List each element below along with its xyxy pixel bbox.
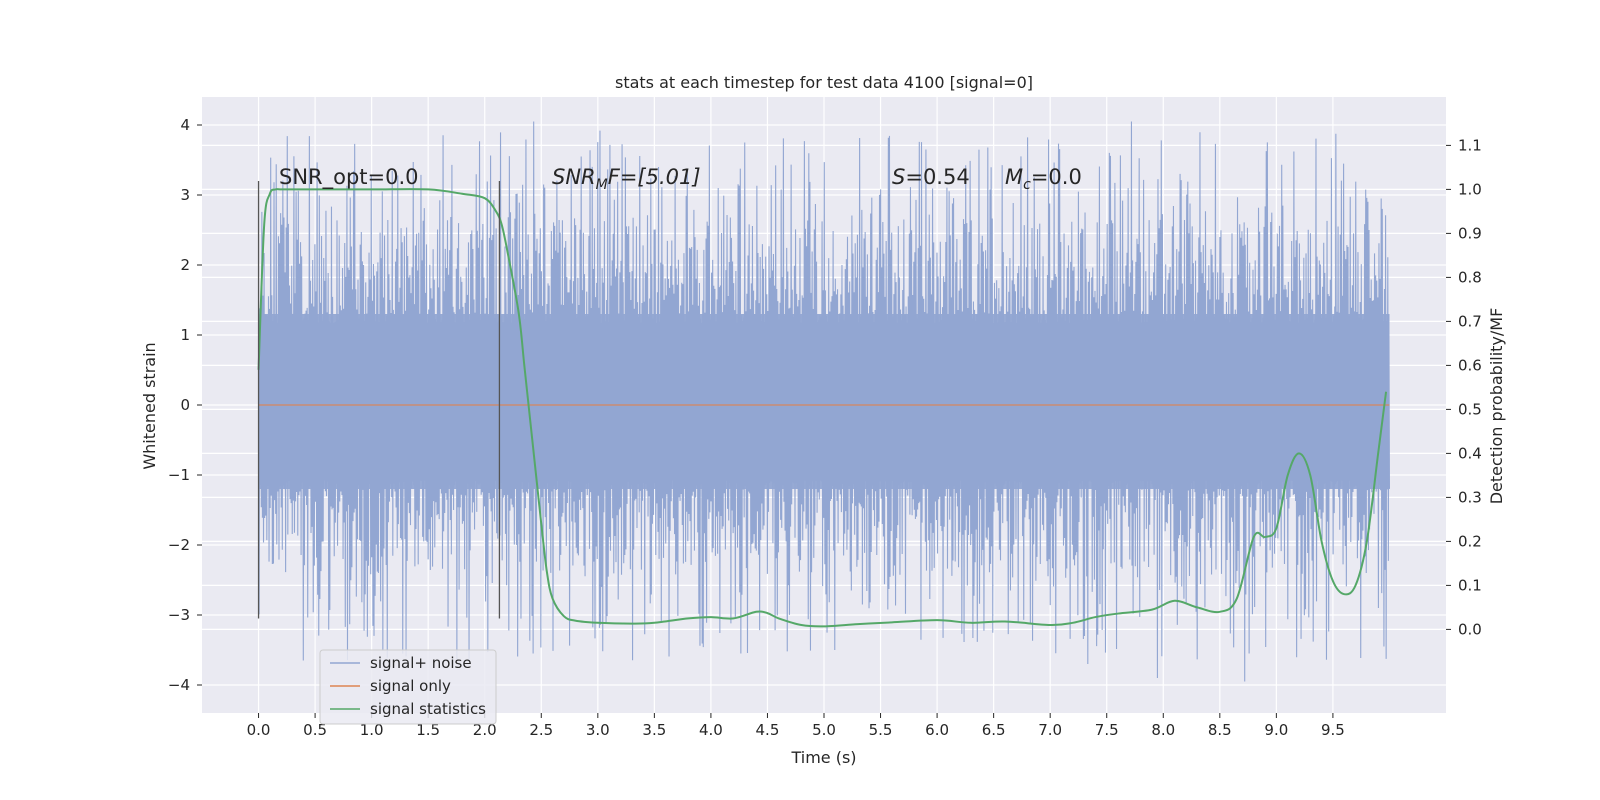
y-right-tick-label: 1.0 xyxy=(1458,180,1482,198)
x-tick-label: 3.0 xyxy=(586,721,610,739)
y-right-tick-label: 1.1 xyxy=(1458,136,1482,154)
y-axis-label: Whitened strain xyxy=(140,342,159,469)
annotation-snr-mf: SNRMF=[5.01] xyxy=(552,165,701,193)
annotation-mc-value: =0.0 xyxy=(1031,165,1082,189)
y-right-tick-label: 0.7 xyxy=(1458,312,1482,330)
y-tick-label: 3 xyxy=(180,186,190,204)
y-right-tick-label: 0.9 xyxy=(1458,224,1482,242)
y-tick-label: 4 xyxy=(180,116,190,134)
x-axis-label: Time (s) xyxy=(790,748,856,767)
x-tick-label: 7.5 xyxy=(1095,721,1119,739)
y-right-tick-label: 0.6 xyxy=(1458,356,1482,374)
y-right-tick-label: 0.3 xyxy=(1458,488,1482,506)
annotation-s-symbol: S xyxy=(892,165,905,189)
x-tick-label: 5.5 xyxy=(869,721,893,739)
annotation-snr-mf-subscript: M xyxy=(596,177,608,193)
x-tick-label: 1.0 xyxy=(360,721,384,739)
series-signal-noise xyxy=(257,121,1390,682)
x-tick-label: 9.0 xyxy=(1264,721,1288,739)
x-tick-label: 6.0 xyxy=(925,721,949,739)
x-tick-label: 2.5 xyxy=(529,721,553,739)
x-tick-label: 4.5 xyxy=(756,721,780,739)
annotation-snr-mf-symbol: SNR xyxy=(552,165,596,189)
y-tick-label: −3 xyxy=(168,606,190,624)
legend: signal+ noise signal only signal statist… xyxy=(319,649,497,725)
y-right-tick-label: 0.5 xyxy=(1458,400,1482,418)
x-tick-label: 8.0 xyxy=(1151,721,1175,739)
x-tick-label: 6.5 xyxy=(982,721,1006,739)
x-tick-label: 2.0 xyxy=(473,721,497,739)
annotation-mc-symbol: M xyxy=(1005,165,1023,189)
y-tick-label: −2 xyxy=(168,536,190,554)
noise-trace xyxy=(257,121,1390,682)
chart-title: stats at each timestep for test data 410… xyxy=(615,73,1033,92)
annotation-snr-mf-rest: F=[5.01] xyxy=(608,165,701,189)
y-tick-label: 0 xyxy=(180,396,190,414)
series-lines xyxy=(257,188,1390,628)
x-tick-label: 5.0 xyxy=(812,721,836,739)
annotation-mc: Mc=0.0 xyxy=(1005,165,1082,193)
y-tick-label: 1 xyxy=(180,326,190,344)
annotation-s: S=0.54 xyxy=(892,165,970,189)
legend-label-signal-only: signal only xyxy=(370,677,451,695)
x-tick-label: 9.5 xyxy=(1321,721,1345,739)
tick-labels: 0.0 0.5 1.0 1.5 2.0 2.5 3.0 3.5 4.0 4.5 5.0 5.5 6.0 6… xyxy=(168,116,1482,739)
vertical-markers xyxy=(257,181,501,619)
annotation-mc-subscript: c xyxy=(1023,177,1031,193)
x-tick-label: 0.0 xyxy=(247,721,271,739)
y-tick-label: −4 xyxy=(168,676,190,694)
y-right-axis-label: Detection probability/MF xyxy=(1487,308,1506,505)
y-right-tick-label: 0.0 xyxy=(1458,620,1482,638)
x-tick-label: 1.5 xyxy=(416,721,440,739)
y-tick-label: −1 xyxy=(168,466,190,484)
x-tick-label: 7.0 xyxy=(1038,721,1062,739)
x-tick-label: 4.0 xyxy=(699,721,723,739)
y-right-tick-label: 0.1 xyxy=(1458,576,1482,594)
y-right-tick-label: 0.4 xyxy=(1458,444,1482,462)
annotation-snr-opt: SNR_opt=0.0 xyxy=(279,165,419,190)
annotation-s-value: =0.54 xyxy=(905,165,969,189)
x-tick-label: 0.5 xyxy=(303,721,327,739)
signal-statistics-line xyxy=(257,188,1388,628)
y-tick-label: 2 xyxy=(180,256,190,274)
y-right-tick-label: 0.8 xyxy=(1458,268,1482,286)
legend-box xyxy=(319,649,497,725)
x-tick-label: 3.5 xyxy=(642,721,666,739)
legend-label-signal-noise: signal+ noise xyxy=(370,654,472,672)
legend-label-signal-statistics: signal statistics xyxy=(370,700,486,718)
y-right-tick-label: 0.2 xyxy=(1458,532,1482,550)
x-tick-label: 8.5 xyxy=(1208,721,1232,739)
